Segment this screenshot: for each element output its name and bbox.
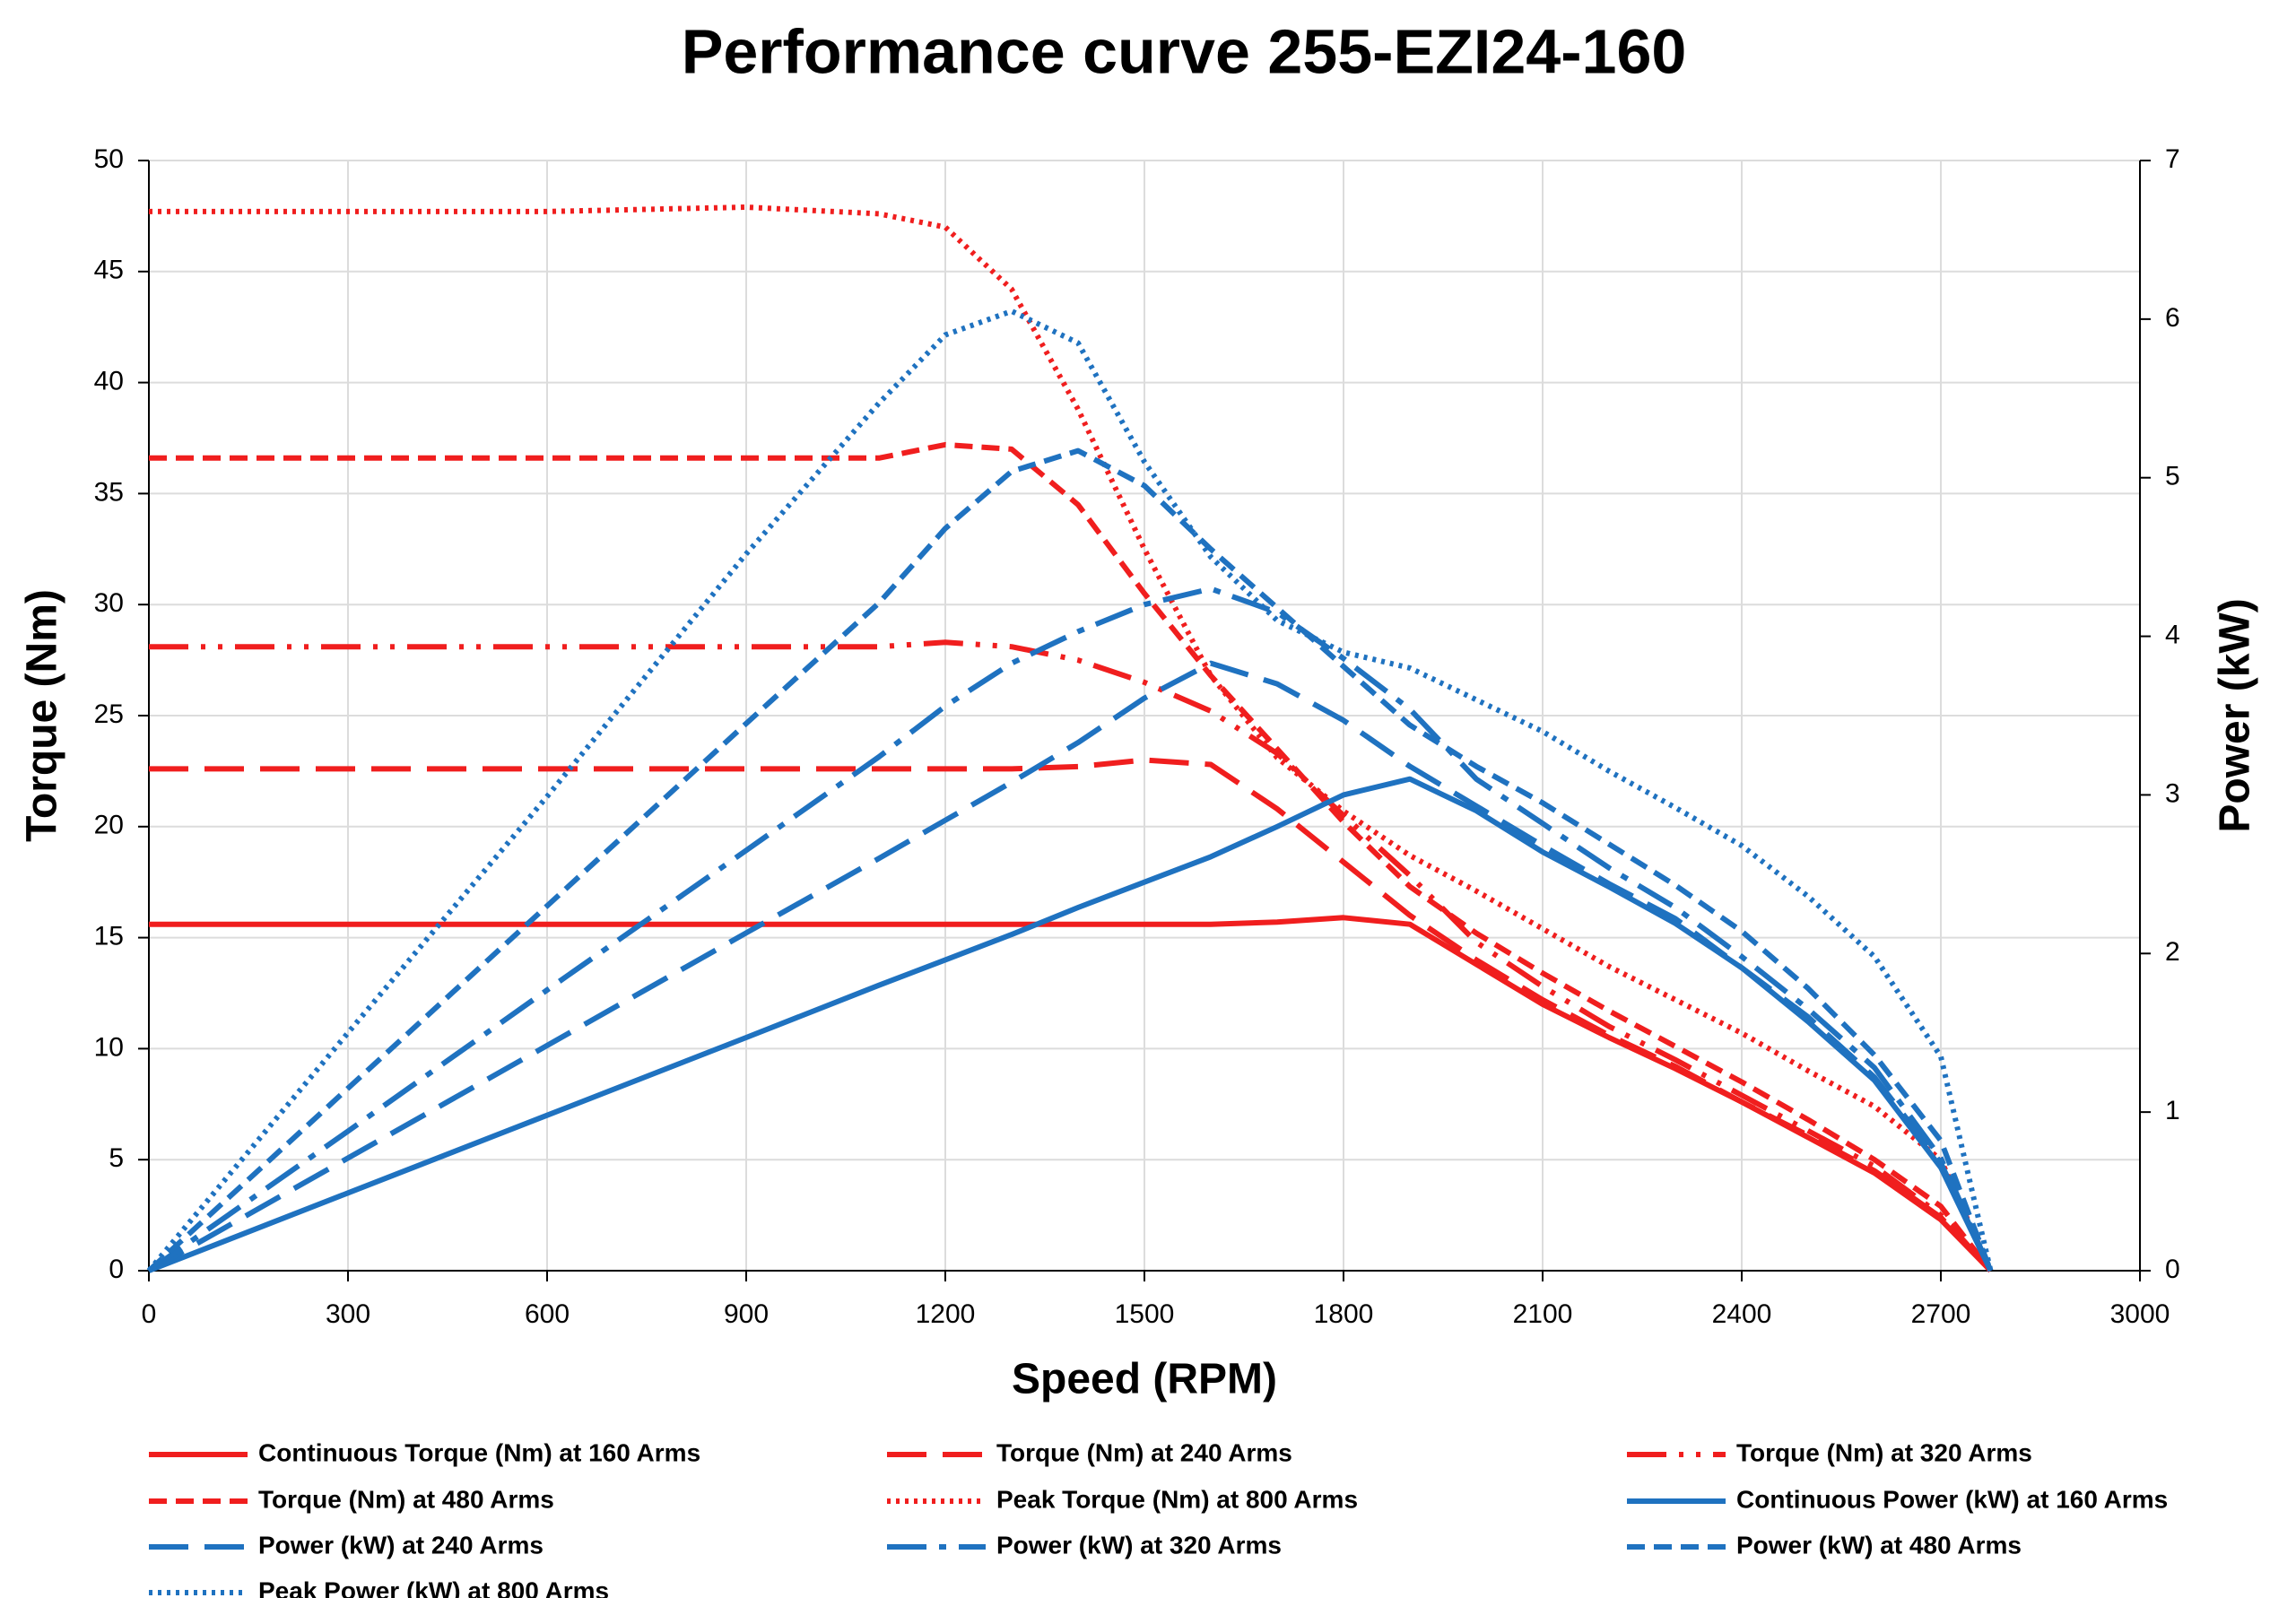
series-line [146,447,1994,1273]
y2-tick-label: 0 [2165,1255,2180,1284]
x-tick-label: 3000 [2110,1299,2170,1329]
x-tick-label: 2400 [1712,1299,1772,1329]
y-tick-label: 40 [94,367,124,396]
y2-tick-label: 3 [2165,778,2180,808]
y-tick-label: 30 [94,588,124,618]
x-tick-label: 1500 [1115,1299,1175,1329]
series-line [147,586,1994,1273]
legend-label: Torque (Nm) at 480 Arms [258,1485,554,1513]
y2-tick-label: 2 [2165,937,2180,967]
y2-tick-label: 4 [2165,620,2180,649]
legend-label: Power (kW) at 240 Arms [258,1531,544,1559]
x-tick-label: 300 [326,1299,370,1329]
legend-label: Torque (Nm) at 320 Arms [1736,1438,2032,1466]
series-line [147,776,1994,1273]
legend-label: Power (kW) at 480 Arms [1736,1531,2022,1559]
legend-label: Torque (Nm) at 240 Arms [996,1438,1292,1466]
legend-label: Continuous Power (kW) at 160 Arms [1736,1485,2168,1513]
series-line [149,441,1993,1272]
y-tick-label: 5 [109,1143,124,1173]
legend-label: Peak Power (kW) at 800 Arms [258,1576,609,1598]
x-tick-label: 0 [142,1299,157,1329]
y2-axis-title: Power (kW) [2212,598,2259,832]
x-tick-label: 900 [724,1299,769,1329]
y-tick-label: 15 [94,922,124,951]
series-line [149,204,1994,1272]
x-tick-label: 1200 [916,1299,976,1329]
y-tick-label: 50 [94,144,124,174]
series-line [149,915,1993,1273]
legend-label: Peak Torque (Nm) at 800 Arms [996,1485,1358,1513]
series-line [149,757,1993,1273]
y-tick-label: 10 [94,1032,124,1062]
y2-tick-label: 5 [2165,462,2180,491]
x-tick-label: 2700 [1911,1299,1971,1329]
y-tick-label: 35 [94,477,124,507]
y-tick-label: 20 [94,811,124,840]
x-tick-label: 1800 [1314,1299,1374,1329]
x-tick-label: 2100 [1513,1299,1573,1329]
y2-tick-label: 6 [2165,303,2180,333]
series-line [146,308,1994,1272]
y-tick-label: 0 [109,1255,124,1284]
legend-label: Continuous Torque (Nm) at 160 Arms [258,1438,700,1466]
x-axis-title: Speed (RPM) [1012,1356,1277,1403]
legend-label: Power (kW) at 320 Arms [996,1531,1282,1559]
x-tick-label: 600 [525,1299,570,1329]
y2-tick-label: 1 [2165,1096,2180,1125]
series-line [147,660,1994,1273]
y-axis-title: Torque (Nm) [19,589,66,842]
series-line [149,639,1993,1273]
y-tick-label: 25 [94,699,124,729]
y-tick-label: 45 [94,256,124,285]
chart-title: Performance curve 255-EZI24-160 [682,16,1687,86]
y2-tick-label: 7 [2165,144,2180,174]
